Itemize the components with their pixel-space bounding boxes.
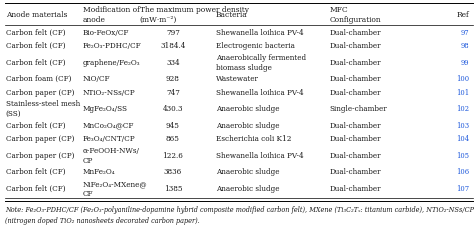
Text: 3836: 3836 [164,168,182,175]
Text: Shewanella loihica PV-4: Shewanella loihica PV-4 [216,29,303,37]
Text: 747: 747 [166,88,180,96]
Text: Dual-chamber: Dual-chamber [329,42,381,50]
Text: Anaerobic sludge: Anaerobic sludge [216,121,279,129]
Text: Dual-chamber: Dual-chamber [329,168,381,175]
Text: Dual-chamber: Dual-chamber [329,121,381,129]
Text: NiO/CF: NiO/CF [83,75,110,83]
Text: Stainless-steel mesh
(SS): Stainless-steel mesh (SS) [6,100,80,118]
Text: Carbon felt (CF): Carbon felt (CF) [6,59,65,67]
Text: Carbon paper (CP): Carbon paper (CP) [6,135,74,143]
Text: Note: Fe₂O₃-PDHC/CF (Fe₂O₃-polyaniline-dopamine hybrid composite modified carbon: Note: Fe₂O₃-PDHC/CF (Fe₂O₃-polyaniline-d… [5,205,474,212]
Text: Anaerobic sludge: Anaerobic sludge [216,184,279,192]
Text: 865: 865 [166,135,180,143]
Text: Single-chamber: Single-chamber [329,105,387,113]
Text: Anode materials: Anode materials [6,11,67,19]
Text: 430.3: 430.3 [163,105,183,113]
Text: 107: 107 [456,184,469,192]
Text: 98: 98 [461,42,469,50]
Text: 101: 101 [456,88,469,96]
Text: 334: 334 [166,59,180,67]
Text: Carbon felt (CF): Carbon felt (CF) [6,121,65,129]
Text: 1385: 1385 [164,184,182,192]
Text: 928: 928 [166,75,180,83]
Text: Dual-chamber: Dual-chamber [329,75,381,83]
Text: Dual-chamber: Dual-chamber [329,59,381,67]
Text: 99: 99 [461,59,469,67]
Text: 97: 97 [461,29,469,37]
Text: Dual-chamber: Dual-chamber [329,151,381,159]
Text: Carbon felt (CF): Carbon felt (CF) [6,168,65,175]
Text: graphene/Fe₂O₃: graphene/Fe₂O₃ [83,59,141,67]
Text: Carbon felt (CF): Carbon felt (CF) [6,29,65,37]
Text: Dual-chamber: Dual-chamber [329,135,381,143]
Text: NiFe₂O₄-MXene@
CF: NiFe₂O₄-MXene@ CF [83,179,147,197]
Text: Ref: Ref [456,11,469,19]
Text: MgFe₂O₄/SS: MgFe₂O₄/SS [83,105,128,113]
Text: NTiO₂-NSs/CP: NTiO₂-NSs/CP [83,88,136,96]
Text: Shewanella loihica PV-4: Shewanella loihica PV-4 [216,88,303,96]
Text: Electrogenic bacteria: Electrogenic bacteria [216,42,294,50]
Text: Carbon felt (CF): Carbon felt (CF) [6,42,65,50]
Text: α-FeOOH-NWs/
CP: α-FeOOH-NWs/ CP [83,146,140,164]
Text: 3184.4: 3184.4 [160,42,186,50]
Text: (nitrogen doped TiO₂ nanosheets decorated carbon paper).: (nitrogen doped TiO₂ nanosheets decorate… [5,216,200,224]
Text: Carbon paper (CP): Carbon paper (CP) [6,151,74,159]
Text: MnFe₂O₄: MnFe₂O₄ [83,168,116,175]
Text: Fe₂O₃-PDHC/CF: Fe₂O₃-PDHC/CF [83,42,142,50]
Text: Dual-chamber: Dual-chamber [329,184,381,192]
Text: 106: 106 [456,168,469,175]
Text: Fe₃O₄/CNT/CP: Fe₃O₄/CNT/CP [83,135,136,143]
Text: Bio-FeOx/CF: Bio-FeOx/CF [83,29,129,37]
Text: Anaerobic sludge: Anaerobic sludge [216,105,279,113]
Text: Modification of
anode: Modification of anode [83,6,140,24]
Text: 100: 100 [456,75,469,83]
Text: 105: 105 [456,151,469,159]
Text: MnCo₂O₄@CF: MnCo₂O₄@CF [83,121,134,129]
Text: 103: 103 [456,121,469,129]
Text: 122.6: 122.6 [163,151,183,159]
Text: Carbon felt (CF): Carbon felt (CF) [6,184,65,192]
Text: The maximum power density
(mW·m⁻²): The maximum power density (mW·m⁻²) [140,6,249,24]
Text: MFC
Configuration: MFC Configuration [329,6,381,24]
Text: 797: 797 [166,29,180,37]
Text: Bacteria: Bacteria [216,11,247,19]
Text: Wastewater: Wastewater [216,75,258,83]
Text: Shewanella loihica PV-4: Shewanella loihica PV-4 [216,151,303,159]
Text: Anaerobically fermented
biomass sludge: Anaerobically fermented biomass sludge [216,54,306,71]
Text: 104: 104 [456,135,469,143]
Text: Anaerobic sludge: Anaerobic sludge [216,168,279,175]
Text: Carbon foam (CF): Carbon foam (CF) [6,75,71,83]
Text: Carbon paper (CP): Carbon paper (CP) [6,88,74,96]
Text: Dual-chamber: Dual-chamber [329,29,381,37]
Text: Escherichia coli K12: Escherichia coli K12 [216,135,291,143]
Text: 102: 102 [456,105,469,113]
Text: 945: 945 [166,121,180,129]
Text: Dual-chamber: Dual-chamber [329,88,381,96]
